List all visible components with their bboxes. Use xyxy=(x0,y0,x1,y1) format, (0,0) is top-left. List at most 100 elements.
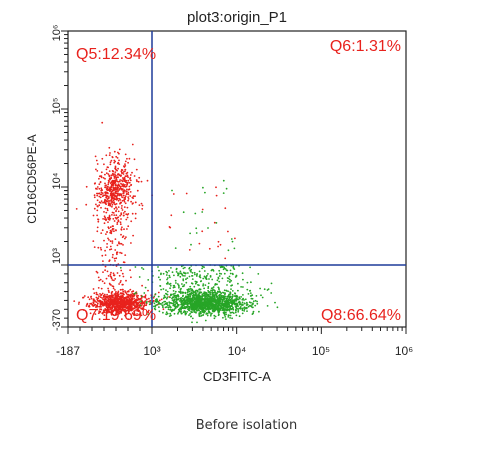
q8-event-dot xyxy=(139,304,142,307)
q8-event-dot xyxy=(157,295,160,298)
q8-event-dot xyxy=(218,308,221,311)
q8-event-dot xyxy=(234,276,237,278)
q8-event-dot xyxy=(211,303,214,305)
q8-event-dot xyxy=(221,301,224,303)
q5-event-dot xyxy=(117,176,119,179)
q7-event-dot xyxy=(152,296,155,299)
q5-event-dot xyxy=(127,191,130,194)
q5-event-dot xyxy=(119,202,121,205)
q5-event-dot xyxy=(115,196,118,199)
q5-event-dot xyxy=(104,218,106,221)
q5-event-dot xyxy=(116,216,119,219)
q5-event-dot xyxy=(122,183,125,186)
q5-event-dot xyxy=(131,212,134,215)
q7-event-dot xyxy=(101,300,103,303)
q8-event-dot xyxy=(223,303,226,306)
q5-event-dot xyxy=(138,204,141,207)
q5-event-dot xyxy=(126,188,128,191)
q8-event-dot xyxy=(189,295,192,298)
q8-event-dot xyxy=(221,299,224,301)
q8-event-dot xyxy=(230,279,233,282)
q8-event-dot xyxy=(205,293,208,296)
q7-event-dot xyxy=(99,293,101,295)
q8-event-dot xyxy=(179,270,182,273)
q7-event-dot xyxy=(143,301,145,303)
figure-caption: Before isolation xyxy=(195,418,298,433)
q5-event-dot xyxy=(118,159,120,162)
q5-event-dot xyxy=(117,193,119,195)
q8-event-dot xyxy=(210,306,213,309)
q8-event-dot xyxy=(195,311,197,314)
q8-event-dot xyxy=(246,310,248,312)
q8-event-dot xyxy=(207,273,209,275)
q8-event-dot xyxy=(191,278,194,280)
q5-event-dot xyxy=(117,199,120,202)
q7-event-dot xyxy=(86,302,89,305)
q7-event-dot xyxy=(140,307,143,310)
q7-event-dot xyxy=(126,293,129,296)
q8-event-dot xyxy=(195,299,198,302)
q6-event-dot xyxy=(201,208,204,211)
q5-event-dot xyxy=(113,230,115,233)
q7-event-dot xyxy=(95,301,98,303)
q5-event-dot xyxy=(114,192,117,195)
q8-event-dot xyxy=(221,303,224,305)
q5-event-dot xyxy=(119,281,122,284)
q8-event-dot xyxy=(171,296,174,299)
q5-event-dot xyxy=(120,269,123,272)
q8-event-dot xyxy=(256,302,259,305)
q8-event-dot xyxy=(241,298,244,301)
q8-event-dot xyxy=(174,279,177,282)
q8-event-dot xyxy=(177,284,180,287)
q7-event-dot xyxy=(124,306,127,309)
q8-event-dot xyxy=(195,280,198,283)
q8-event-dot xyxy=(249,295,252,297)
q7-event-dot xyxy=(96,298,99,301)
q8-event-dot xyxy=(187,308,189,310)
q5-event-dot xyxy=(124,163,126,166)
q8-event-dot xyxy=(233,301,235,304)
q5-event-dot xyxy=(109,194,112,197)
q8-event-dot xyxy=(246,288,249,291)
q5-event-dot xyxy=(93,194,96,197)
q5-event-dot xyxy=(122,194,125,197)
q7-event-dot xyxy=(138,298,141,300)
q8-event-dot xyxy=(170,293,173,296)
q8-event-dot xyxy=(245,301,248,304)
x-tick-label: -187 xyxy=(56,344,80,358)
q5-event-dot xyxy=(121,205,123,207)
q8-event-dot xyxy=(251,304,254,306)
q5-event-dot xyxy=(104,216,107,219)
q8-event-dot xyxy=(234,292,237,295)
q7-event-dot xyxy=(148,297,150,300)
q5-event-dot xyxy=(122,283,124,286)
q5-event-dot xyxy=(125,191,128,193)
q5-event-dot xyxy=(102,194,105,197)
q8-event-dot xyxy=(168,304,171,306)
q5-event-dot xyxy=(111,285,114,287)
q7-event-dot xyxy=(85,305,88,307)
q5-event-dot xyxy=(115,257,118,260)
q8-event-dot xyxy=(188,298,191,301)
q5-event-dot xyxy=(116,251,118,254)
q5-event-dot xyxy=(104,269,106,272)
q5-event-dot xyxy=(115,155,118,158)
q8-event-dot xyxy=(195,275,198,277)
q5-event-dot xyxy=(129,177,132,179)
q8-event-dot xyxy=(186,288,189,291)
q8-event-dot xyxy=(195,306,198,308)
q5-event-dot xyxy=(120,170,123,173)
q8-event-dot xyxy=(183,272,186,274)
q6-event-dot xyxy=(234,237,236,240)
q5-event-dot xyxy=(118,194,121,197)
q5-event-dot xyxy=(137,180,140,183)
q7-event-dot xyxy=(157,291,160,294)
q5-event-dot xyxy=(125,236,127,239)
q5-event-dot xyxy=(101,229,104,232)
x-axis-label: CD3FITC-A xyxy=(203,369,271,384)
q5-event-dot xyxy=(132,195,135,198)
q8-event-dot xyxy=(231,293,234,296)
q8-event-dot xyxy=(227,280,229,282)
q6-event-dot xyxy=(182,211,185,214)
